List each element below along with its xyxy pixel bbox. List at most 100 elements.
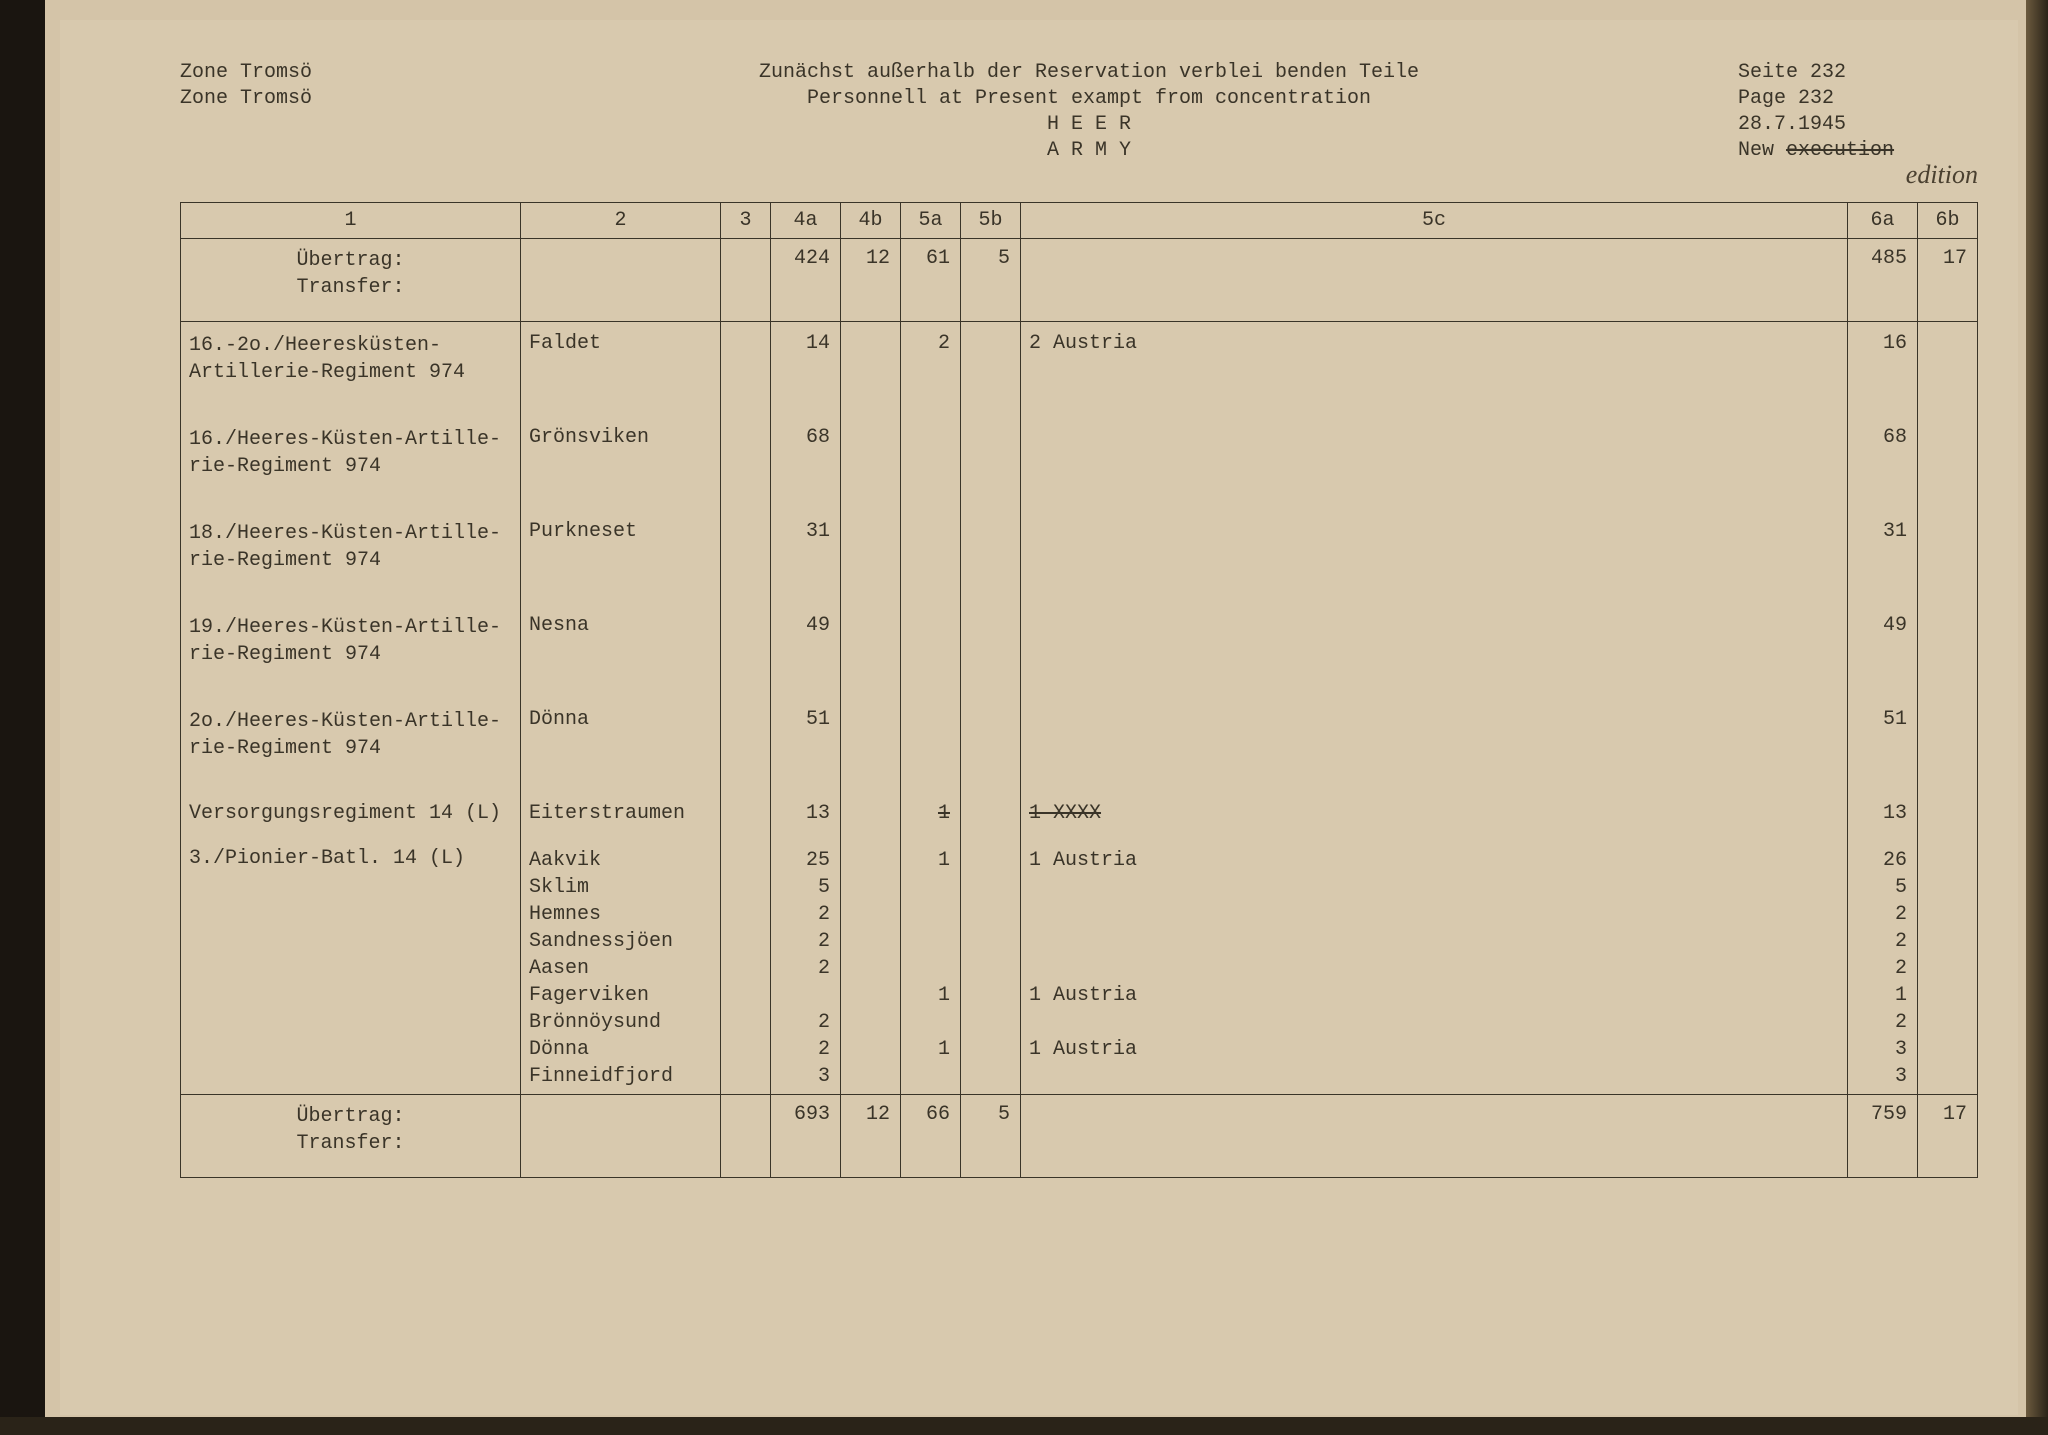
cell-5b: 5 — [961, 1094, 1021, 1177]
title-en: Personnell at Present exampt from concen… — [440, 86, 1738, 112]
place: Grönsviken — [521, 416, 721, 510]
cell — [841, 604, 901, 698]
cell — [961, 843, 1021, 1095]
cell — [841, 698, 901, 792]
unit: 19./Heeres-Küsten-Artille- rie-Regiment … — [181, 604, 521, 698]
cell — [961, 792, 1021, 843]
cell-5c: 1 Austria 1 Austria 1 Austria — [1021, 843, 1848, 1095]
title-de: Zunächst außerhalb der Reservation verbl… — [440, 60, 1738, 86]
col-6b: 6b — [1918, 202, 1978, 238]
cell — [721, 510, 771, 604]
table-row: 2o./Heeres-Küsten-Artille- rie-Regiment … — [181, 698, 1978, 792]
cell — [1918, 321, 1978, 416]
cell-4a: 51 — [771, 698, 841, 792]
cell — [721, 1094, 771, 1177]
unit: 18./Heeres-Küsten-Artille- rie-Regiment … — [181, 510, 521, 604]
header-title: Zunächst außerhalb der Reservation verbl… — [440, 60, 1738, 192]
personnel-table: 1 2 3 4a 4b 5a 5b 5c 6a 6b Übertrag: Tra… — [180, 202, 1978, 1178]
cell-4a: 13 — [771, 792, 841, 843]
unit: 16./Heeres-Küsten-Artille- rie-Regiment … — [181, 416, 521, 510]
cell — [841, 843, 901, 1095]
heer-label: H E E R — [440, 112, 1738, 138]
cell — [901, 416, 961, 510]
transfer-label: Übertrag: Transfer: — [181, 1094, 521, 1177]
cell — [1918, 792, 1978, 843]
cell-4b: 12 — [841, 238, 901, 321]
place: Nesna — [521, 604, 721, 698]
cell — [721, 321, 771, 416]
cell — [1021, 510, 1848, 604]
cell — [961, 416, 1021, 510]
cell — [1918, 843, 1978, 1095]
cell — [721, 698, 771, 792]
col-6a: 6a — [1848, 202, 1918, 238]
new-label: New — [1738, 139, 1774, 162]
zone-de: Zone Tromsö — [180, 60, 440, 86]
cell — [901, 510, 961, 604]
cell — [1918, 604, 1978, 698]
army-label: A R M Y — [440, 138, 1738, 164]
cell — [961, 321, 1021, 416]
cell-6a: 485 — [1848, 238, 1918, 321]
cell-6a: 49 — [1848, 604, 1918, 698]
table-row: 16./Heeres-Küsten-Artille- rie-Regiment … — [181, 416, 1978, 510]
cell — [1021, 604, 1848, 698]
cell — [1021, 416, 1848, 510]
cell-4a: 68 — [771, 416, 841, 510]
cell-4a: 14 — [771, 321, 841, 416]
execution-strike: execution — [1786, 139, 1894, 162]
cell — [961, 698, 1021, 792]
strike-5c: 1 XXXX — [1029, 802, 1101, 825]
cell-6a: 759 — [1848, 1094, 1918, 1177]
cell — [1021, 698, 1848, 792]
cell-4a: 31 — [771, 510, 841, 604]
cell — [841, 792, 901, 843]
cell-6a: 31 — [1848, 510, 1918, 604]
table-row: Versorgungsregiment 14 (L) Eiterstraumen… — [181, 792, 1978, 843]
cell — [721, 792, 771, 843]
seite-label: Seite 232 — [1738, 60, 1978, 86]
page-label: Page 232 — [1738, 86, 1978, 112]
cell — [1918, 698, 1978, 792]
date-label: 28.7.1945 — [1738, 112, 1978, 138]
document-header: Zone Tromsö Zone Tromsö Zunächst außerha… — [180, 60, 1978, 192]
cell-5a: 2 — [901, 321, 961, 416]
cell — [721, 843, 771, 1095]
cell — [521, 1094, 721, 1177]
zone-en: Zone Tromsö — [180, 86, 440, 112]
cell-6a: 13 — [1848, 792, 1918, 843]
cell — [1021, 1094, 1848, 1177]
cell-6b: 17 — [1918, 1094, 1978, 1177]
scan-edge-right — [2026, 0, 2048, 1435]
cell-4a: 49 — [771, 604, 841, 698]
table-header-row: 1 2 3 4a 4b 5a 5b 5c 6a 6b — [181, 202, 1978, 238]
unit: 2o./Heeres-Küsten-Artille- rie-Regiment … — [181, 698, 521, 792]
cell-5c — [1021, 238, 1848, 321]
cell — [961, 510, 1021, 604]
transfer-bottom-row: Übertrag: Transfer: 693 12 66 5 759 17 — [181, 1094, 1978, 1177]
cell-6a: 16 — [1848, 321, 1918, 416]
col-1: 1 — [181, 202, 521, 238]
cell: 1 — [901, 792, 961, 843]
place: Dönna — [521, 698, 721, 792]
cell — [1918, 510, 1978, 604]
cell-4a: 424 — [771, 238, 841, 321]
cell — [841, 416, 901, 510]
place: Purkneset — [521, 510, 721, 604]
cell — [841, 510, 901, 604]
cell — [721, 604, 771, 698]
cell-6a: 51 — [1848, 698, 1918, 792]
col-5a: 5a — [901, 202, 961, 238]
col-3: 3 — [721, 202, 771, 238]
cell-5a: 66 — [901, 1094, 961, 1177]
col-4a: 4a — [771, 202, 841, 238]
col-5c: 5c — [1021, 202, 1848, 238]
cell-6a: 26 5 2 2 2 1 2 3 3 — [1848, 843, 1918, 1095]
scan-edge-left — [0, 0, 45, 1435]
cell — [721, 416, 771, 510]
table-row: 16.-2o./Heeresküsten- Artillerie-Regimen… — [181, 321, 1978, 416]
cell-4b: 12 — [841, 1094, 901, 1177]
cell-5c: 2 Austria — [1021, 321, 1848, 416]
unit: Versorgungsregiment 14 (L) — [181, 792, 521, 843]
cell-6b: 17 — [1918, 238, 1978, 321]
